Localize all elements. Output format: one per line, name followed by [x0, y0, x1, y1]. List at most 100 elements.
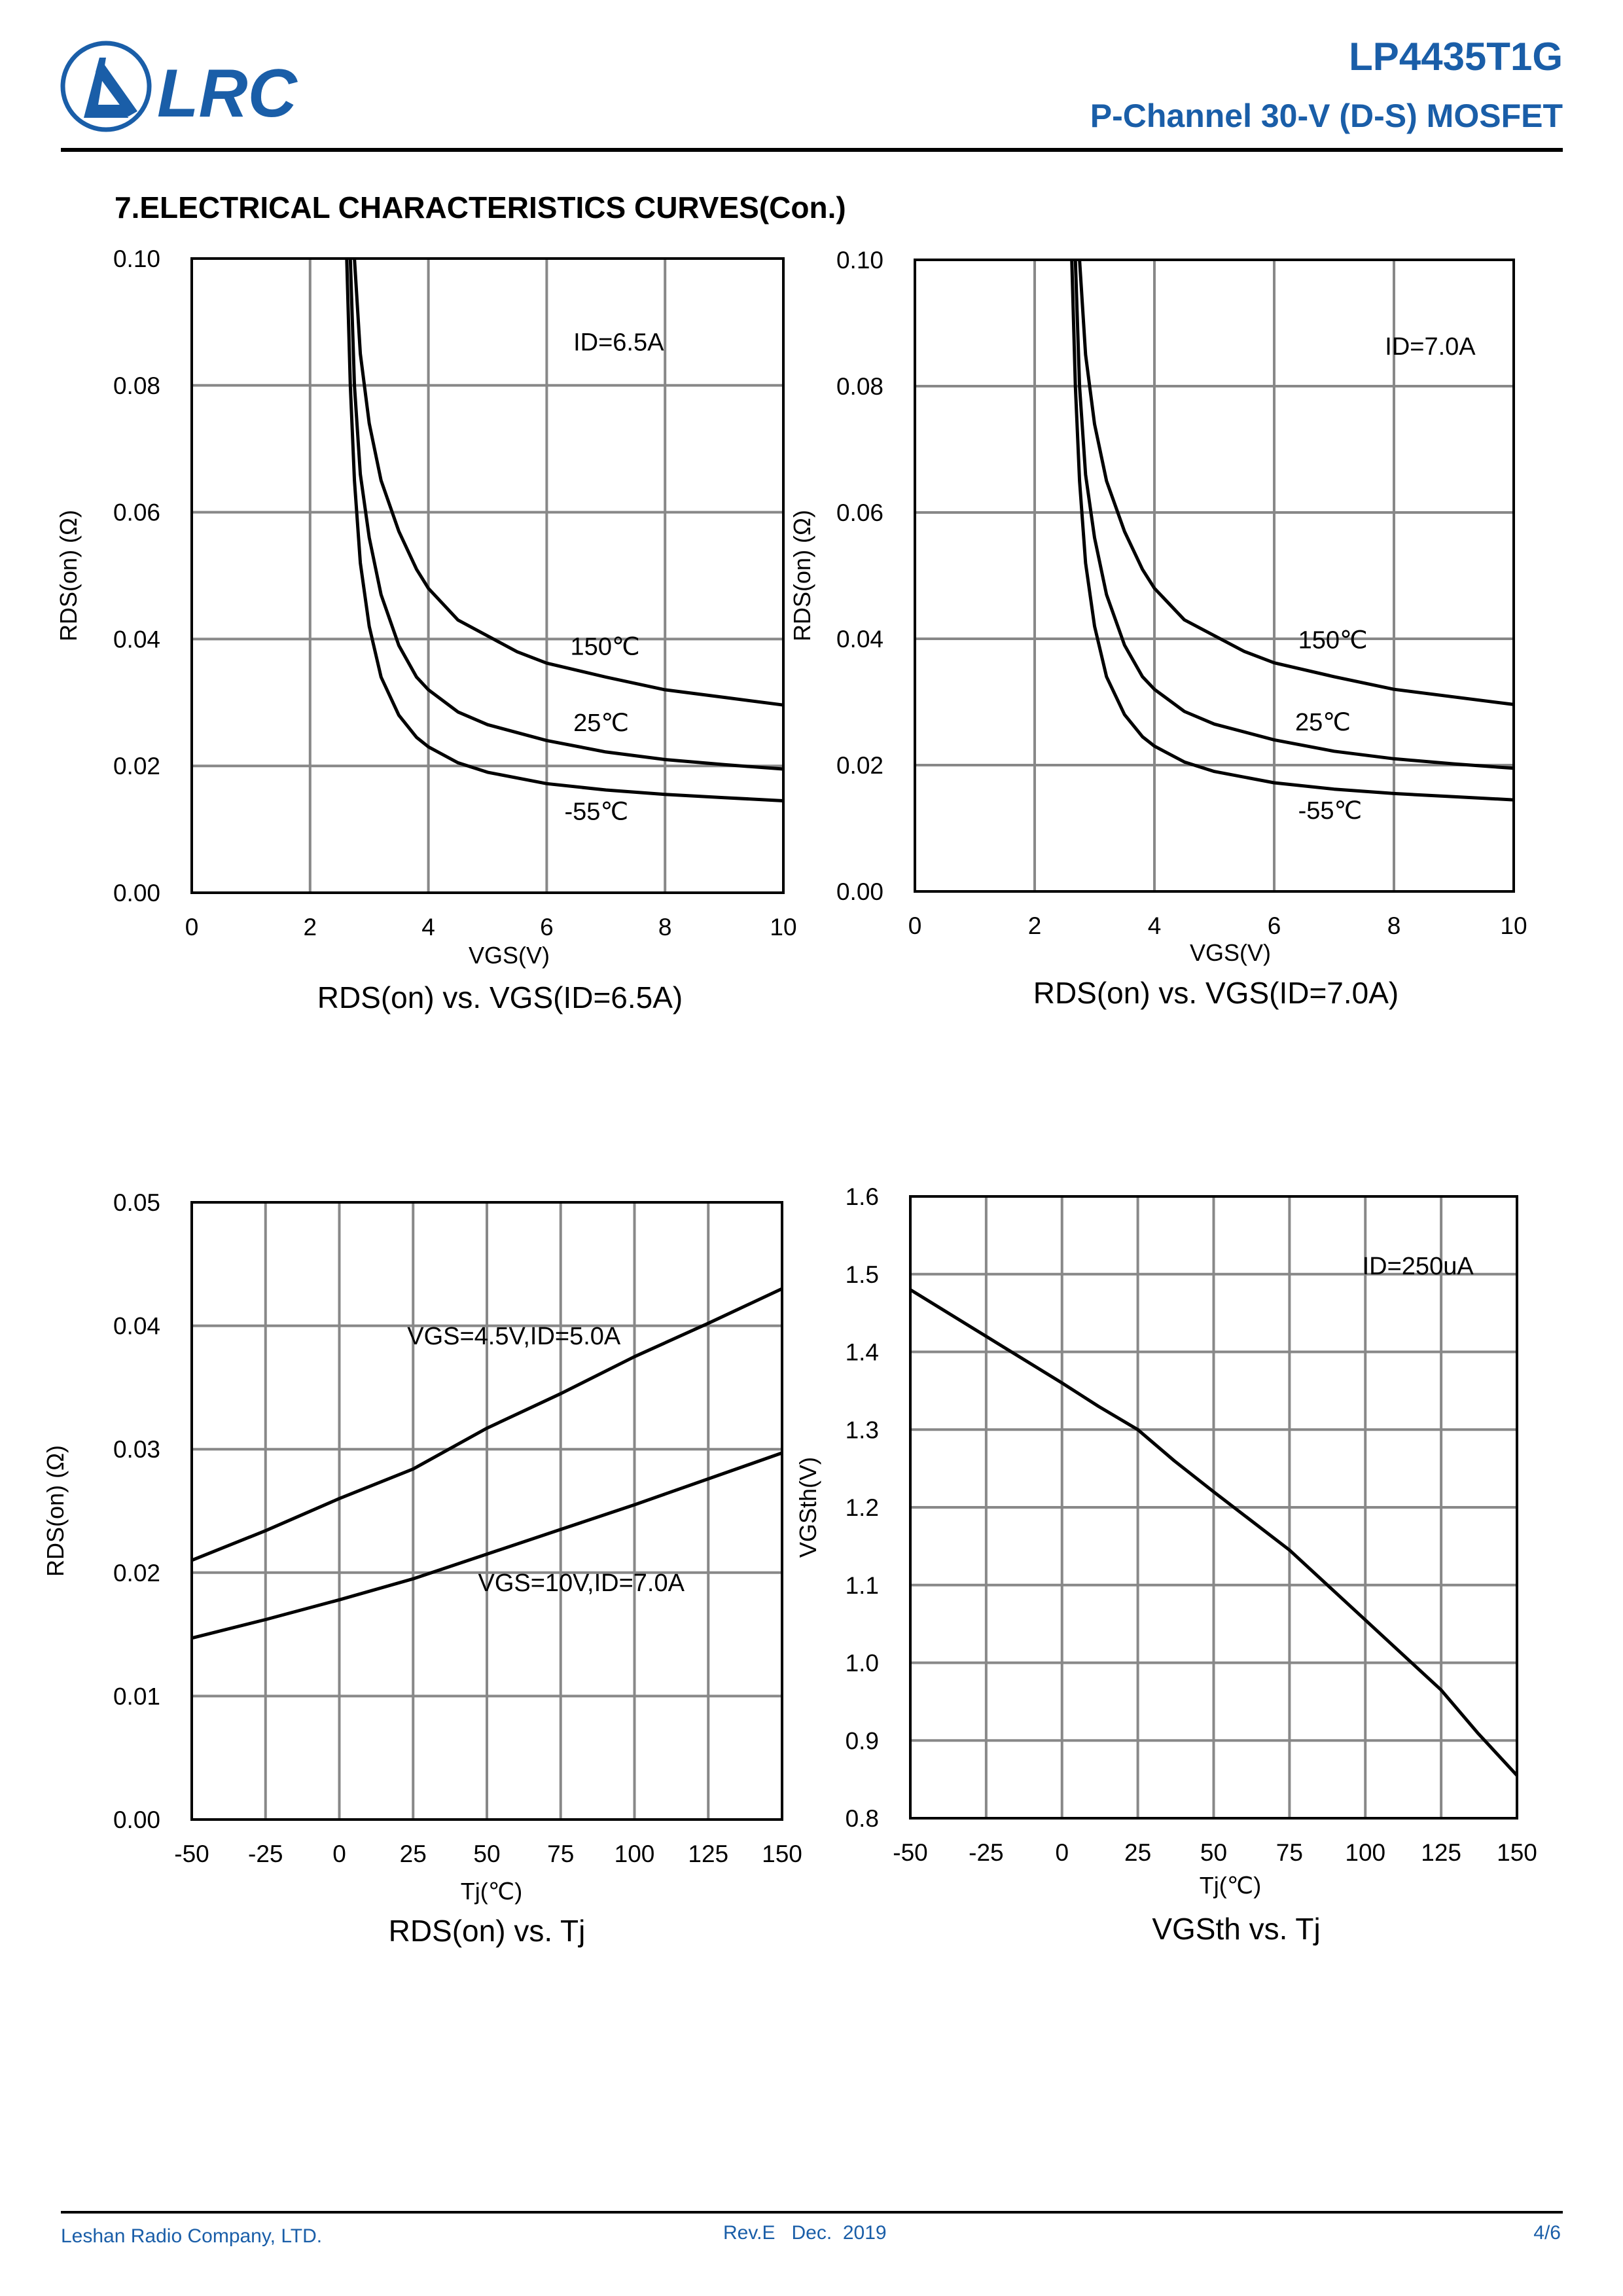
x-tick-label: 10: [770, 914, 796, 941]
y-tick-label: 0.02: [113, 753, 160, 780]
y-tick-label: 0.08: [836, 373, 883, 400]
x-tick-label: -50: [893, 1839, 927, 1866]
y-tick-label: 0.8: [846, 1805, 879, 1832]
x-axis-label: VGS(V): [1190, 939, 1271, 966]
y-tick-label: 1.3: [846, 1416, 879, 1443]
y-tick-label: 0.00: [113, 1806, 160, 1833]
logo-text: LRC: [157, 56, 298, 132]
x-tick-label: 0: [185, 914, 199, 941]
annotation-label: VGS=4.5V,ID=5.0A: [407, 1323, 621, 1350]
y-tick-label: 0.06: [836, 499, 883, 526]
x-tick-label: 100: [1345, 1839, 1385, 1866]
plot-border: [914, 259, 1515, 893]
y-tick-label: 0.02: [836, 752, 883, 779]
x-tick-label: 10: [1500, 912, 1527, 939]
series-line-1: [1073, 259, 1514, 770]
annotation-label: ID=6.5A: [573, 329, 664, 357]
footer-divider: [61, 2211, 1563, 2214]
y-tick-label: 1.2: [846, 1494, 879, 1521]
chart-title: RDS(on) vs. Tj: [389, 1914, 586, 1948]
y-tick-label: 0.00: [113, 880, 160, 906]
series-line-2: [1070, 259, 1514, 802]
x-tick-label: 50: [1200, 1839, 1227, 1866]
x-tick-label: 6: [540, 914, 554, 941]
y-tick-label: 0.10: [113, 245, 160, 272]
chart-title: RDS(on) vs. VGS(ID=6.5A): [317, 980, 683, 1014]
series-line-1: [348, 258, 784, 771]
lrc-logo: LRC: [59, 39, 334, 141]
y-tick-label: 0.9: [846, 1727, 879, 1754]
x-tick-label: 100: [615, 1840, 655, 1867]
y-axis-label: RDS(on) (Ω): [55, 510, 82, 641]
series-line-2: [345, 258, 784, 802]
y-tick-label: 1.0: [846, 1650, 879, 1677]
logo-emblem-icon: LRC: [60, 41, 298, 132]
series-line-0: [353, 258, 784, 707]
x-axis-label: Tj(℃): [1200, 1872, 1261, 1899]
x-tick-label: 150: [762, 1840, 802, 1867]
series-line-0: [1078, 259, 1514, 706]
x-tick-label: 25: [1124, 1839, 1151, 1866]
y-tick-label: 0.01: [113, 1683, 160, 1710]
series-line-1: [191, 1451, 783, 1640]
chart-title: RDS(on) vs. VGS(ID=7.0A): [1033, 976, 1399, 1010]
y-tick-label: 0.02: [113, 1560, 160, 1587]
x-tick-label: 0: [908, 912, 922, 939]
y-tick-label: 1.6: [846, 1183, 879, 1210]
x-tick-label: 2: [304, 914, 317, 941]
y-axis-label: RDS(on) (Ω): [42, 1445, 69, 1577]
annotation-label: 25℃: [573, 709, 629, 737]
y-axis-label: RDS(on) (Ω): [789, 510, 815, 641]
annotation-label: VGS=10V,ID=7.0A: [478, 1570, 685, 1597]
series-line-0: [909, 1288, 1518, 1777]
x-axis-label: Tj(℃): [461, 1878, 522, 1905]
y-tick-label: 0.04: [836, 626, 883, 653]
footer-company: Leshan Radio Company, LTD.: [61, 2225, 323, 2247]
series-line-0: [191, 1287, 783, 1562]
x-tick-label: 0: [1055, 1839, 1069, 1866]
y-tick-label: 0.04: [113, 1313, 160, 1340]
x-tick-label: -25: [969, 1839, 1003, 1866]
annotation-label: ID=7.0A: [1385, 333, 1476, 361]
plot-border: [190, 257, 785, 894]
y-tick-label: 1.1: [846, 1572, 879, 1599]
footer-page-number: 4/6: [1533, 2222, 1561, 2244]
x-tick-label: 4: [421, 914, 435, 941]
header-divider: [61, 148, 1563, 152]
x-tick-label: -25: [248, 1840, 283, 1867]
annotation-label: ID=250uA: [1363, 1253, 1474, 1280]
x-tick-label: 125: [688, 1840, 728, 1867]
x-axis-label: VGS(V): [469, 942, 550, 969]
plot-border: [909, 1195, 1518, 1820]
x-tick-label: 2: [1028, 912, 1042, 939]
x-tick-label: 25: [400, 1840, 427, 1867]
y-tick-label: 0.08: [113, 372, 160, 399]
x-tick-label: 6: [1268, 912, 1281, 939]
part-number: LP4435T1G: [1349, 35, 1563, 79]
annotation-label: 150℃: [571, 634, 640, 661]
x-tick-label: 8: [658, 914, 672, 941]
chart-title: VGSth vs. Tj: [1152, 1912, 1320, 1946]
y-tick-label: 1.5: [846, 1261, 879, 1288]
annotation-label: 150℃: [1298, 626, 1368, 654]
x-tick-label: 75: [547, 1840, 574, 1867]
x-tick-label: -50: [174, 1840, 209, 1867]
footer-revision: Rev.E Dec. 2019: [723, 2222, 887, 2244]
y-tick-label: 0.06: [113, 499, 160, 526]
y-tick-label: 0.03: [113, 1436, 160, 1463]
y-tick-label: 0.04: [113, 626, 160, 653]
x-tick-label: 0: [332, 1840, 346, 1867]
x-tick-label: 150: [1497, 1839, 1537, 1866]
x-tick-label: 75: [1276, 1839, 1303, 1866]
x-tick-label: 4: [1148, 912, 1162, 939]
section-title: 7.ELECTRICAL CHARACTERISTICS CURVES(Con.…: [115, 190, 846, 224]
y-axis-label: VGSth(V): [794, 1457, 821, 1558]
y-tick-label: 0.00: [836, 878, 883, 905]
y-tick-label: 0.05: [113, 1189, 160, 1216]
y-tick-label: 0.10: [836, 247, 883, 274]
annotation-label: -55℃: [1298, 797, 1363, 825]
x-tick-label: 8: [1387, 912, 1401, 939]
plot-border: [190, 1201, 783, 1821]
x-tick-label: 125: [1421, 1839, 1461, 1866]
